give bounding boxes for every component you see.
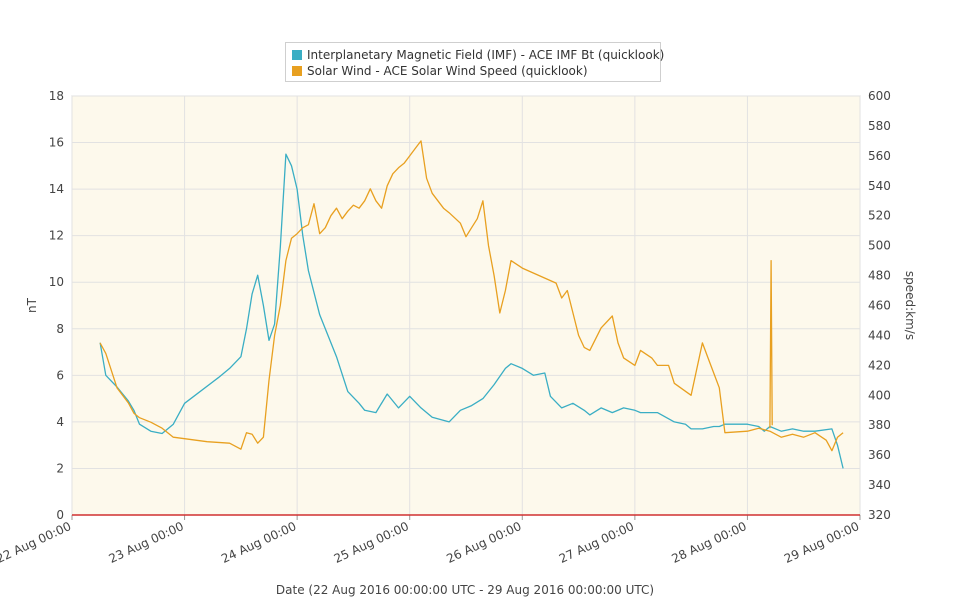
y-right-tick-label: 560 bbox=[868, 149, 891, 163]
x-tick-label: 29 Aug 00:00 bbox=[782, 519, 861, 566]
y-right-tick-label: 520 bbox=[868, 209, 891, 223]
legend-swatch-solar-wind bbox=[292, 66, 302, 76]
y-right-tick-label: 400 bbox=[868, 388, 891, 402]
y-axis-left: 0 2 4 6 8 10 12 14 16 18 bbox=[49, 89, 64, 522]
legend-label-imf: Interplanetary Magnetic Field (IMF) - AC… bbox=[307, 48, 665, 62]
grid-lines bbox=[71, 95, 861, 516]
y-right-tick-label: 600 bbox=[868, 89, 891, 103]
x-tick-label: 28 Aug 00:00 bbox=[669, 519, 748, 566]
y-right-tick-label: 500 bbox=[868, 239, 891, 253]
y-right-tick-label: 460 bbox=[868, 299, 891, 313]
y-right-tick-label: 320 bbox=[868, 508, 891, 522]
legend: Interplanetary Magnetic Field (IMF) - AC… bbox=[285, 42, 664, 82]
plot-area bbox=[71, 95, 861, 516]
y-right-tick-label: 440 bbox=[868, 328, 891, 342]
y-left-tick-label: 6 bbox=[56, 368, 64, 382]
y-right-tick-label: 340 bbox=[868, 478, 891, 492]
y-axis-right-title: speed:km/s bbox=[903, 271, 917, 340]
y-left-tick-label: 14 bbox=[49, 182, 64, 196]
x-tick-label: 22 Aug 00:00 bbox=[0, 519, 73, 566]
x-tick-label: 25 Aug 00:00 bbox=[332, 519, 411, 566]
legend-swatch-imf bbox=[292, 50, 302, 60]
x-axis: 22 Aug 00:00 23 Aug 00:00 24 Aug 00:00 25 A… bbox=[0, 515, 861, 566]
y-left-tick-label: 10 bbox=[49, 275, 64, 289]
y-left-tick-label: 0 bbox=[56, 508, 64, 522]
y-right-tick-label: 580 bbox=[868, 119, 891, 133]
y-left-tick-label: 2 bbox=[56, 461, 64, 475]
y-axis-left-title: nT bbox=[25, 297, 39, 313]
x-tick-label: 26 Aug 00:00 bbox=[444, 519, 523, 566]
y-axis-right: 320 340 360 380 400 420 440 460 480 500 520 540 560 5… bbox=[868, 89, 891, 522]
series-line-solar-wind bbox=[99, 140, 844, 452]
y-left-tick-label: 4 bbox=[56, 415, 64, 429]
y-left-tick-label: 18 bbox=[49, 89, 64, 103]
x-tick-label: 27 Aug 00:00 bbox=[557, 519, 636, 566]
y-right-tick-label: 480 bbox=[868, 269, 891, 283]
y-right-tick-label: 380 bbox=[868, 418, 891, 432]
y-left-tick-label: 12 bbox=[49, 229, 64, 243]
x-tick-label: 24 Aug 00:00 bbox=[219, 519, 298, 566]
series-line-solar-wind bbox=[769, 259, 773, 429]
y-left-tick-label: 16 bbox=[49, 136, 64, 150]
y-right-tick-label: 540 bbox=[868, 179, 891, 193]
x-tick-label: 23 Aug 00:00 bbox=[107, 519, 186, 566]
legend-item-imf[interactable]: Interplanetary Magnetic Field (IMF) - AC… bbox=[292, 48, 664, 62]
x-axis-title: Date (22 Aug 2016 00:00:00 UTC - 29 Aug … bbox=[276, 583, 654, 597]
legend-label-solar-wind: Solar Wind - ACE Solar Wind Speed (quick… bbox=[307, 64, 588, 78]
legend-item-solar-wind[interactable]: Solar Wind - ACE Solar Wind Speed (quick… bbox=[292, 64, 588, 78]
series-line-imf bbox=[99, 153, 844, 469]
y-left-tick-label: 8 bbox=[56, 322, 64, 336]
series-group bbox=[99, 140, 844, 469]
y-right-tick-label: 420 bbox=[868, 358, 891, 372]
y-right-tick-label: 360 bbox=[868, 448, 891, 462]
